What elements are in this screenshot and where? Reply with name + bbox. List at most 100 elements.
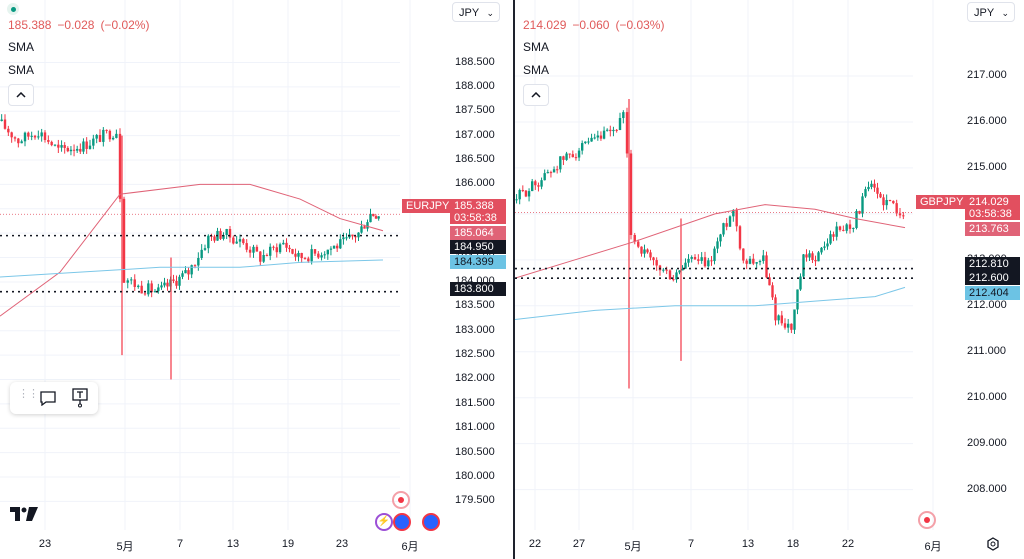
hline-value-1: 184.950 (450, 240, 506, 254)
candle (527, 188, 531, 202)
candle (345, 233, 348, 241)
chart-pane-eurjpy[interactable]: 185.388 −0.028 (−0.02%) SMA SMA JPY ⌄ 188.5… (0, 0, 510, 559)
candle (697, 254, 700, 265)
candle (787, 319, 790, 333)
candle (675, 269, 678, 283)
hline-value-2: 183.800 (450, 282, 506, 296)
time-tick: 13 (741, 538, 755, 550)
currency-select[interactable]: JPY ⌄ (452, 2, 500, 22)
time-tick: 6月 (924, 541, 942, 553)
candle (820, 246, 823, 255)
time-tick: 22 (528, 538, 542, 550)
price-tick: 209.000 (967, 436, 1007, 449)
candle (707, 257, 710, 268)
time-tick: 19 (281, 538, 295, 550)
price-chart-eurjpy[interactable] (0, 0, 510, 559)
candle (864, 186, 867, 198)
price-tick: 208.000 (967, 482, 1007, 495)
collapse-legend-button[interactable] (523, 84, 549, 106)
candle (537, 182, 540, 192)
indicator-sma-1[interactable]: SMA (523, 40, 550, 54)
header-price: 214.029 −0.060 (−0.03%) (523, 18, 665, 32)
pane-divider[interactable] (510, 0, 513, 559)
indicator-sma-2[interactable]: SMA (8, 63, 35, 77)
sma-blue-value: 184.399 (450, 255, 506, 269)
candle (147, 280, 150, 297)
candle (242, 237, 245, 245)
candle (524, 189, 528, 198)
candle (57, 139, 60, 154)
candle (297, 250, 300, 262)
settings-gear-icon[interactable] (986, 537, 1000, 551)
candle (700, 252, 703, 264)
price-tick: 181.000 (455, 421, 495, 434)
candle (662, 267, 665, 273)
price-tick: 187.000 (455, 128, 495, 141)
candle (313, 249, 317, 257)
candle (861, 193, 864, 218)
comment-icon[interactable] (38, 388, 58, 408)
candle (790, 323, 793, 334)
candle (197, 252, 200, 271)
chart-pane-gbpjpy[interactable]: 214.029 −0.060 (−0.03%) SMA SMA JPY ⌄ 217.0… (513, 0, 1024, 559)
candle (216, 227, 219, 241)
candle (323, 251, 326, 259)
time-tick: 5月 (624, 541, 642, 553)
lightning-icon[interactable]: ⚡ (375, 513, 393, 531)
alert-icon[interactable] (918, 511, 936, 529)
candle (814, 255, 817, 267)
candle (829, 230, 832, 245)
candle (543, 169, 546, 181)
candle (552, 166, 556, 173)
price-tick: 188.000 (455, 79, 495, 92)
candle (823, 241, 826, 251)
candle (366, 219, 369, 232)
event-icon-2[interactable] (422, 513, 440, 531)
text-note-icon[interactable] (70, 388, 90, 408)
collapse-legend-button[interactable] (8, 84, 34, 106)
candle (235, 235, 238, 244)
candle (303, 256, 307, 260)
candle (745, 258, 748, 270)
candle (771, 282, 774, 300)
candle (213, 234, 216, 243)
candle (115, 129, 118, 139)
event-icon[interactable] (393, 513, 411, 531)
candle (190, 264, 193, 279)
candle (63, 142, 66, 154)
candle (898, 208, 902, 219)
candle (668, 269, 672, 281)
candle (618, 112, 622, 131)
candle (640, 246, 643, 257)
candle (259, 251, 262, 266)
candle (577, 147, 581, 162)
candle (294, 248, 297, 261)
candle (187, 267, 190, 280)
candle (596, 130, 600, 141)
candle (722, 222, 725, 237)
price-tick: 211.000 (967, 344, 1006, 357)
candle (780, 310, 783, 326)
candle (568, 153, 571, 159)
price-chart-gbpjpy[interactable] (515, 0, 1024, 559)
indicator-sma-1[interactable]: SMA (8, 40, 35, 54)
candle (108, 129, 112, 142)
candle (802, 253, 805, 279)
candle (540, 177, 543, 190)
chevron-down-icon: ⌄ (486, 8, 494, 18)
alert-icon[interactable] (392, 491, 410, 509)
indicator-sma-2[interactable]: SMA (523, 63, 550, 77)
candle (518, 188, 521, 205)
candle (23, 131, 27, 147)
candle (102, 127, 105, 147)
candle (602, 126, 606, 140)
candle (637, 239, 640, 249)
currency-select[interactable]: JPY ⌄ (967, 2, 1015, 22)
candle (269, 243, 272, 261)
grip-icon[interactable]: ⋮⋮ (18, 388, 39, 400)
sma-line-red (515, 204, 906, 279)
time-tick: 7 (687, 538, 695, 550)
candle (811, 251, 814, 263)
candle (643, 244, 646, 258)
candle (584, 141, 587, 145)
